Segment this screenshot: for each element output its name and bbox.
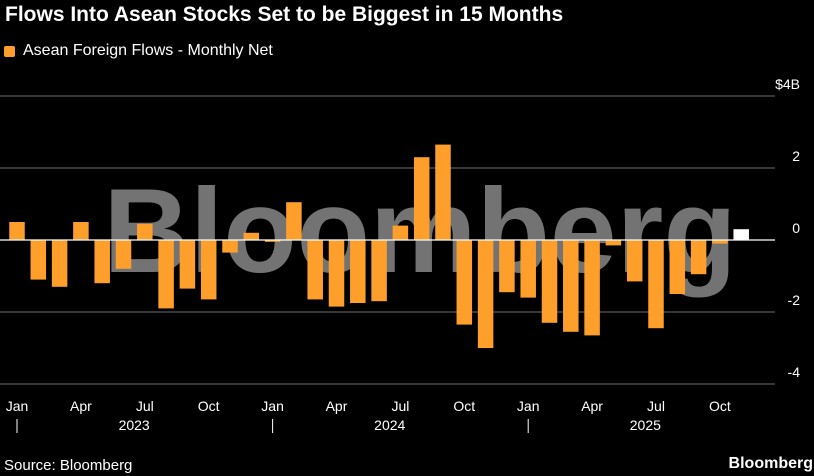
y-tick-label: 0 xyxy=(792,220,800,236)
bar xyxy=(158,240,174,309)
y-tick-label: $4B xyxy=(775,76,800,92)
x-tick-label: Jul xyxy=(136,398,154,414)
x-tick-label: Apr xyxy=(70,398,92,414)
bar xyxy=(222,240,238,253)
bar xyxy=(137,223,153,240)
bar xyxy=(350,240,366,303)
x-tick-label: Oct xyxy=(198,398,220,414)
y-tick-label: -2 xyxy=(788,292,801,308)
bar xyxy=(328,240,345,307)
bar xyxy=(435,144,451,240)
bars xyxy=(0,144,775,348)
x-tick-label: Jul xyxy=(647,398,665,414)
bar xyxy=(115,240,132,269)
bar xyxy=(520,240,536,298)
y-tick-label: -4 xyxy=(788,364,801,380)
bar xyxy=(94,240,110,284)
x-tick-label: Jan xyxy=(517,398,540,414)
bar xyxy=(264,240,281,242)
bar xyxy=(584,240,600,336)
legend-label: Asean Foreign Flows - Monthly Net xyxy=(23,42,273,59)
y-tick-label: 2 xyxy=(792,148,800,164)
year-label: 2024 xyxy=(374,417,405,433)
bar xyxy=(541,240,558,323)
bar xyxy=(200,240,217,300)
bar xyxy=(30,240,47,280)
bar xyxy=(626,240,643,282)
bar xyxy=(605,240,622,246)
x-axis-ticks: Jan Apr Jul Oct Jan Apr Jul Oct Jan Apr Jul Oct 2023… xyxy=(6,398,731,433)
year-label: 2023 xyxy=(119,417,150,433)
bar xyxy=(477,240,494,348)
y-axis-ticks: $4B 2 0 -2 -4 xyxy=(775,76,800,380)
gridlines xyxy=(0,95,775,385)
bar xyxy=(286,202,302,240)
brand-logo: Bloomberg xyxy=(728,455,813,472)
bar xyxy=(392,225,409,240)
x-tick-label: Apr xyxy=(581,398,603,414)
chart-title: Flows Into Asean Stocks Set to be Bigges… xyxy=(5,3,564,26)
x-tick-label: Jul xyxy=(391,398,409,414)
year-label: 2025 xyxy=(630,417,661,433)
x-tick-label: Jan xyxy=(6,398,29,414)
source-note: Source: Bloomberg xyxy=(4,457,133,474)
bar xyxy=(307,240,323,300)
bar xyxy=(371,240,387,302)
bar xyxy=(456,240,473,325)
x-tick-label: Jan xyxy=(261,398,284,414)
bar xyxy=(179,240,196,289)
bar-latest xyxy=(733,229,749,240)
legend: Asean Foreign Flows - Monthly Net xyxy=(4,42,273,60)
bar xyxy=(648,240,664,329)
bar xyxy=(51,240,68,287)
bar xyxy=(712,240,728,244)
bar xyxy=(413,157,430,240)
bar xyxy=(243,232,260,240)
bar xyxy=(669,240,686,294)
legend-swatch xyxy=(4,45,15,57)
bar xyxy=(73,222,89,240)
bar xyxy=(9,222,25,240)
x-tick-label: Oct xyxy=(453,398,475,414)
bar xyxy=(563,240,579,332)
bar xyxy=(690,240,707,275)
bar xyxy=(499,240,515,293)
x-tick-label: Apr xyxy=(326,398,348,414)
x-tick-label: Oct xyxy=(709,398,731,414)
